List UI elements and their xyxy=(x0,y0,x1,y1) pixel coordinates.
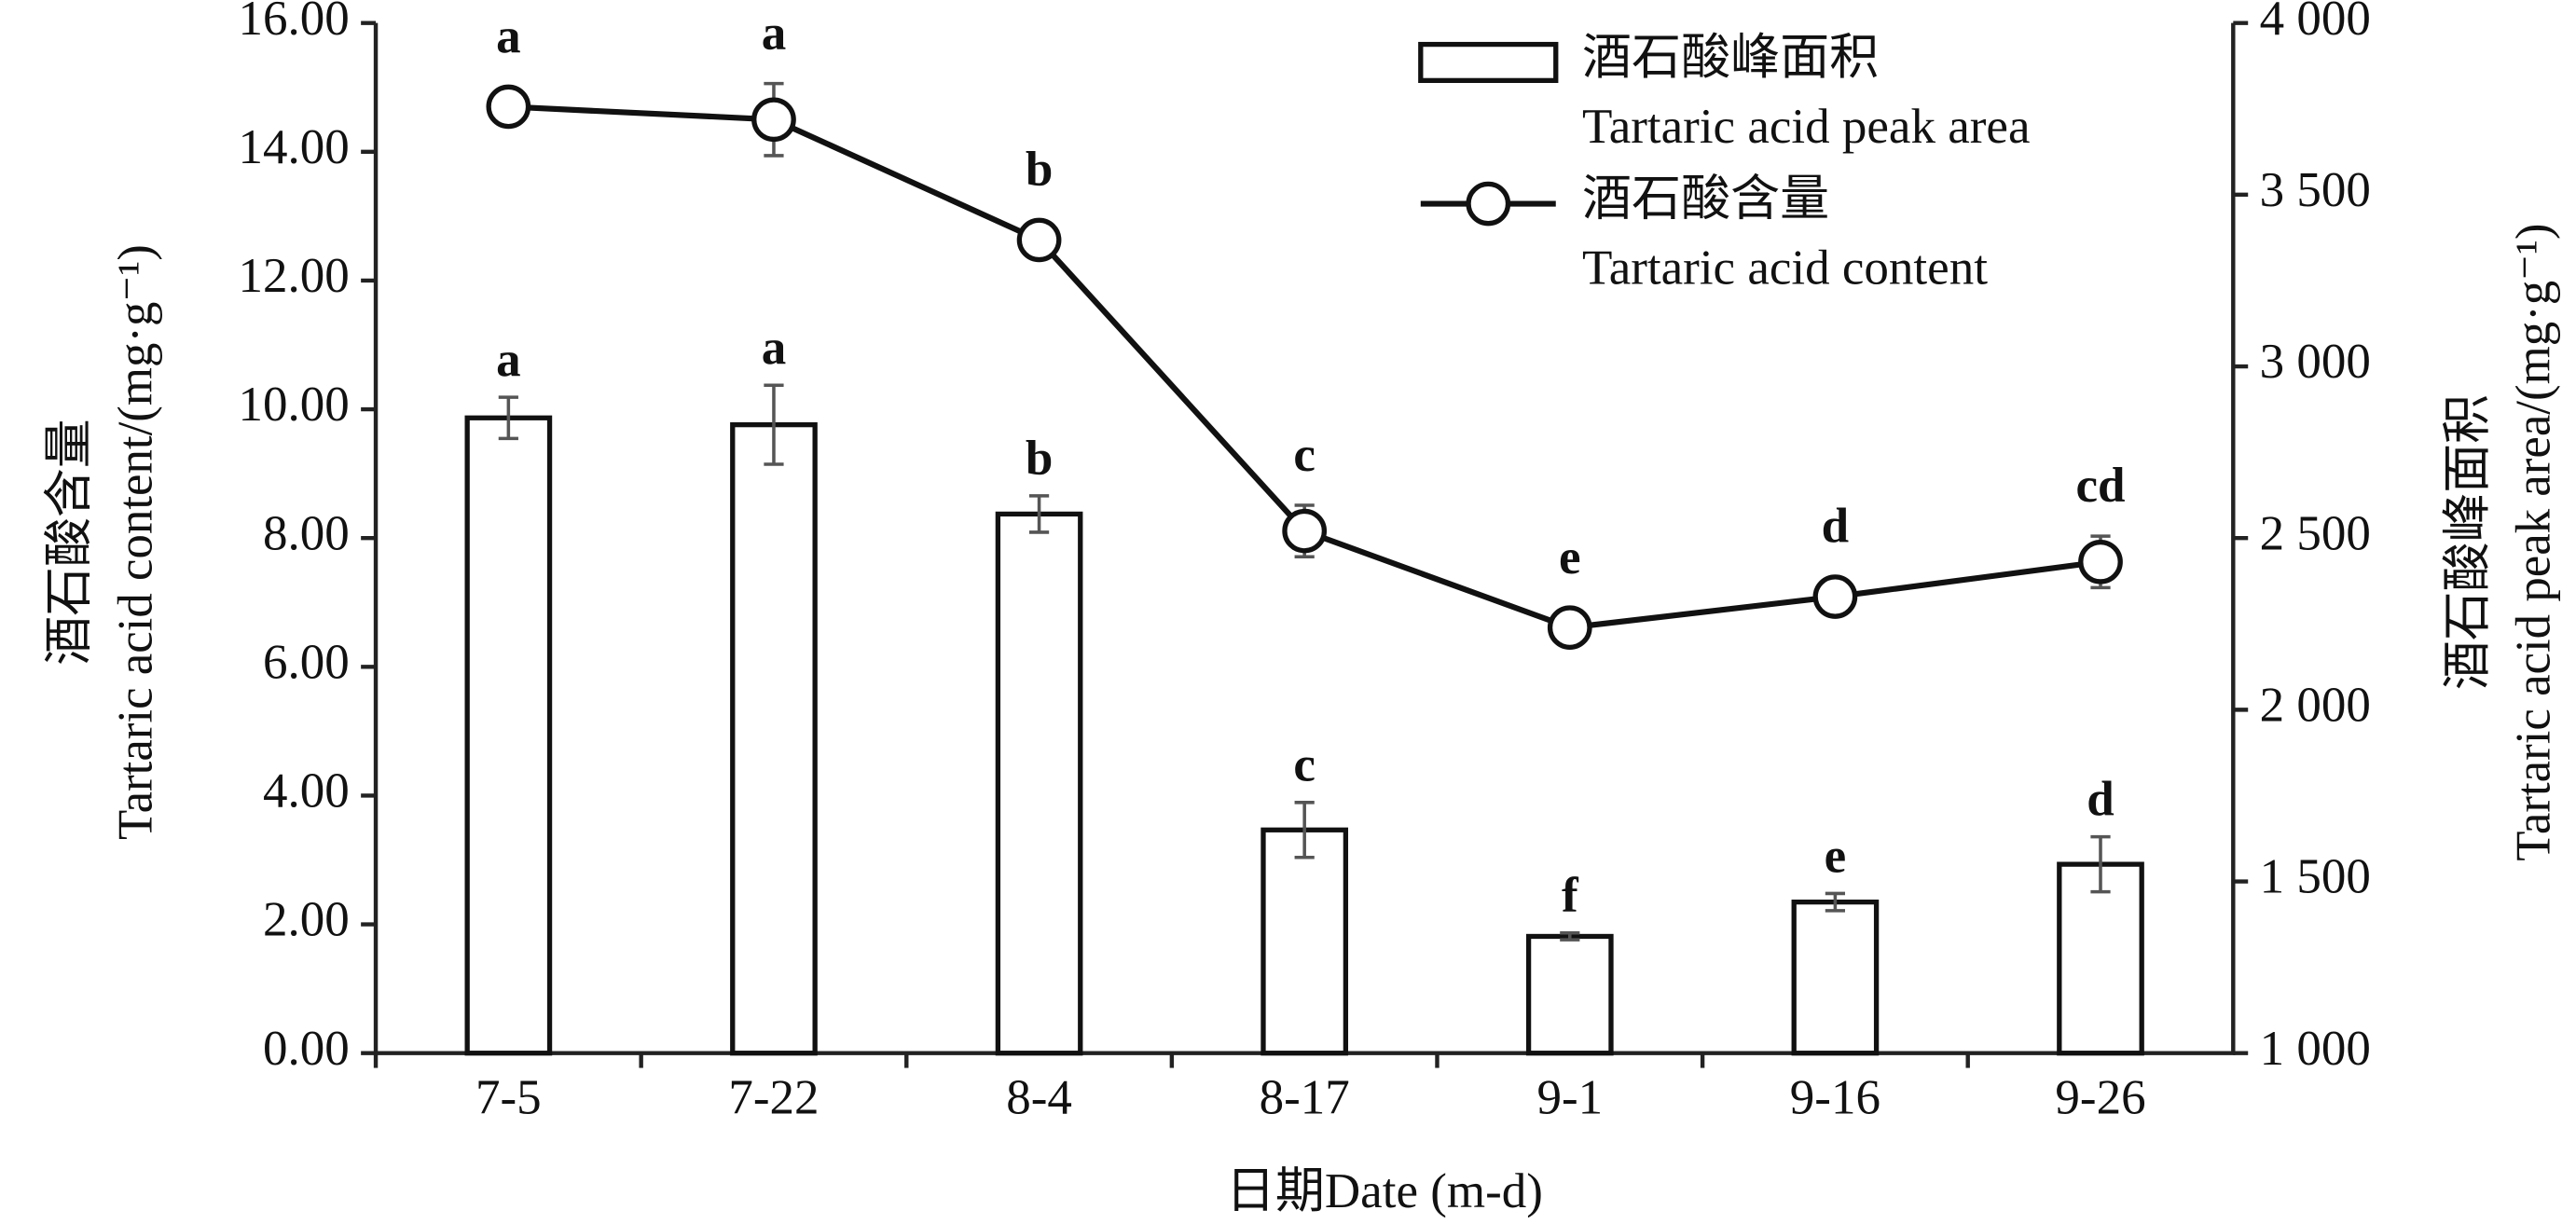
marker xyxy=(1282,508,1328,554)
legend-label: 酒石酸含量 xyxy=(1582,172,1829,227)
y2-axis-title: Tartaric acid peak area/(mg·g⁻¹) xyxy=(2506,223,2560,860)
x-tick-label: 7-22 xyxy=(728,1071,819,1125)
y2-tick-label: 1 500 xyxy=(2260,850,2371,904)
data-label: e xyxy=(1825,829,1847,883)
y2-tick-label: 2 000 xyxy=(2260,679,2371,733)
data-label: b xyxy=(1026,432,1053,486)
y-tick-label: 12.00 xyxy=(238,249,349,303)
bar xyxy=(730,421,818,1056)
y-tick-label: 14.00 xyxy=(238,120,349,174)
marker xyxy=(1016,217,1062,263)
bar xyxy=(1525,933,1614,1056)
y-axis-title: 酒石酸含量 xyxy=(43,419,97,665)
marker xyxy=(486,84,531,130)
y-tick-label: 8.00 xyxy=(263,506,350,560)
marker xyxy=(1547,605,1592,650)
marker xyxy=(2078,539,2123,584)
x-tick-label: 9-26 xyxy=(2055,1071,2145,1125)
legend-swatch xyxy=(1466,181,1511,227)
error-bar xyxy=(498,395,518,441)
bar xyxy=(1260,827,1349,1056)
x-tick-label: 8-17 xyxy=(1260,1071,1350,1125)
data-label: a xyxy=(762,321,787,375)
legend-label: 酒石酸峰面积 xyxy=(1582,31,1879,85)
y-tick-label: 16.00 xyxy=(238,0,349,46)
data-label: f xyxy=(1562,869,1579,923)
y2-tick-label: 2 500 xyxy=(2260,506,2371,560)
x-axis-title: 日期Date (m-d) xyxy=(1226,1164,1543,1218)
data-label: a xyxy=(496,333,521,387)
data-label: d xyxy=(2087,773,2114,827)
error-bar xyxy=(1825,891,1846,913)
data-label: e xyxy=(1559,530,1581,584)
data-label: d xyxy=(1822,500,1849,554)
error-bar xyxy=(764,383,784,466)
data-label: c xyxy=(1293,428,1316,482)
bar xyxy=(995,511,1083,1056)
data-label: a xyxy=(496,9,521,63)
error-bar xyxy=(1560,931,1580,942)
y2-tick-label: 3 000 xyxy=(2260,335,2371,389)
y2-tick-label: 3 500 xyxy=(2260,163,2371,217)
data-label: cd xyxy=(2075,459,2125,513)
error-bar xyxy=(1028,494,1050,534)
bar xyxy=(464,415,553,1056)
y-axis-title: Tartaric acid content/(mg·g⁻¹) xyxy=(108,244,162,840)
marker xyxy=(1812,574,1858,619)
marker xyxy=(751,97,796,143)
error-bar xyxy=(1294,801,1315,860)
error-bar xyxy=(2090,834,2111,894)
y-tick-label: 4.00 xyxy=(263,764,350,818)
y-tick-label: 10.00 xyxy=(238,378,349,432)
y2-tick-label: 1 000 xyxy=(2260,1022,2371,1076)
x-tick-label: 7-5 xyxy=(475,1071,542,1125)
legend-label: Tartaric acid content xyxy=(1582,241,1988,296)
x-tick-label: 9-16 xyxy=(1790,1071,1880,1125)
y-tick-label: 6.00 xyxy=(263,636,350,690)
data-label: c xyxy=(1293,738,1316,792)
y-tick-label: 0.00 xyxy=(263,1022,350,1076)
legend-swatch xyxy=(1418,41,1559,84)
bar xyxy=(1791,899,1880,1056)
x-tick-label: 9-1 xyxy=(1536,1071,1603,1125)
data-label: b xyxy=(1026,143,1053,197)
data-label: a xyxy=(762,6,787,60)
x-tick-label: 8-4 xyxy=(1006,1071,1072,1125)
y2-tick-label: 4 000 xyxy=(2260,0,2371,46)
y-tick-label: 2.00 xyxy=(263,893,350,947)
legend-label: Tartaric acid peak area xyxy=(1582,100,2030,154)
y2-axis-title: 酒石酸峰面积 xyxy=(2441,394,2495,690)
